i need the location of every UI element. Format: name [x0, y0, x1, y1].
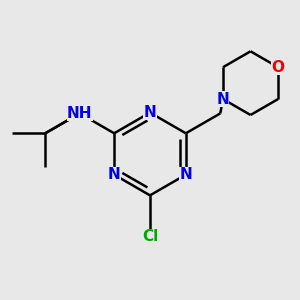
Text: Cl: Cl: [142, 229, 158, 244]
Text: NH: NH: [67, 106, 92, 121]
Text: N: N: [108, 167, 121, 182]
Text: N: N: [217, 92, 229, 106]
Text: N: N: [179, 167, 192, 182]
Text: N: N: [144, 105, 156, 120]
Text: O: O: [272, 60, 285, 75]
